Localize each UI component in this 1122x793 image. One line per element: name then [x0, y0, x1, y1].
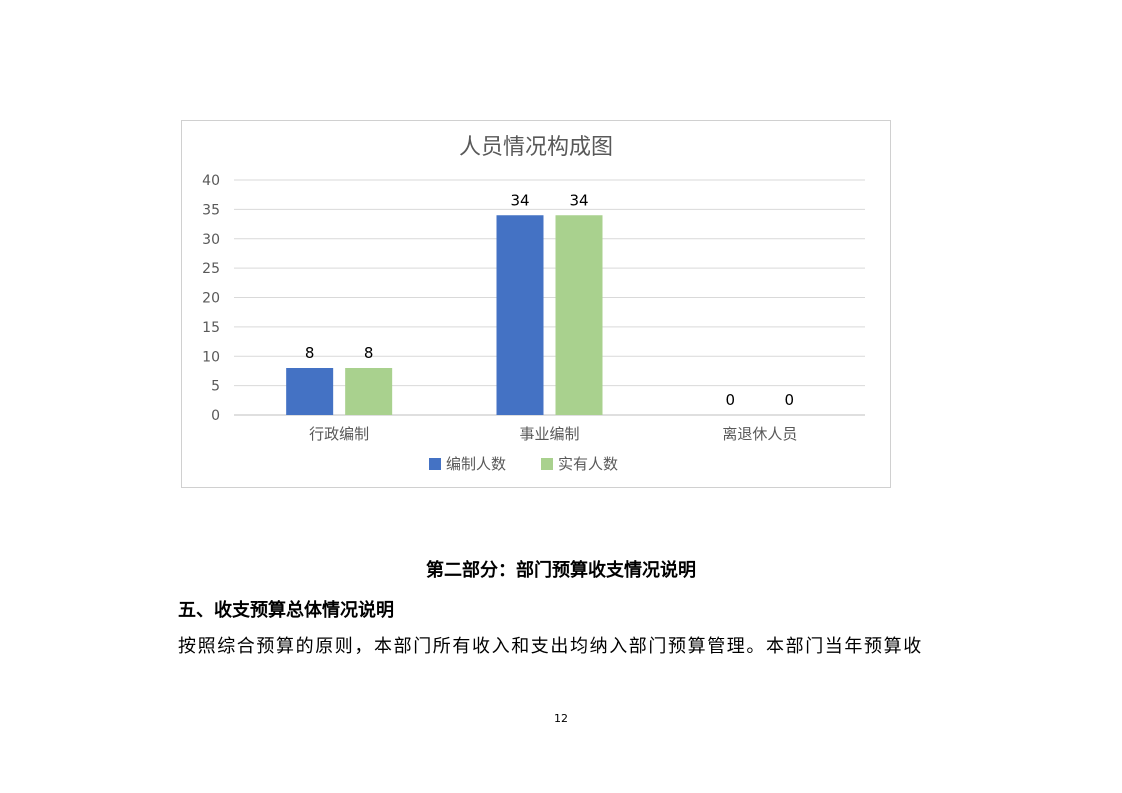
data-label: 0 — [785, 391, 795, 409]
legend-swatch — [429, 458, 441, 470]
chart-svg: 人员情况构成图 0 5 10 15 20 25 30 35 40 行政编制 8 8 事业编制 34 34 离退休… — [202, 135, 865, 473]
legend-label: 编制人数 — [446, 455, 506, 473]
y-tick-label: 25 — [202, 261, 220, 277]
bar — [286, 368, 334, 415]
y-tick-label: 15 — [202, 320, 220, 336]
y-tick-label: 10 — [202, 349, 220, 365]
legend-label: 实有人数 — [558, 455, 618, 473]
y-tick-label: 5 — [211, 379, 220, 395]
data-label: 34 — [569, 191, 588, 209]
x-tick-label: 事业编制 — [519, 425, 579, 443]
y-tick-label: 0 — [211, 408, 220, 424]
x-tick-label: 行政编制 — [309, 425, 369, 443]
page-number: 12 — [554, 712, 568, 725]
legend-swatch — [541, 458, 553, 470]
bar — [496, 215, 544, 415]
x-tick-label: 离退休人员 — [722, 425, 797, 443]
y-tick-label: 40 — [202, 173, 220, 189]
chart-title: 人员情况构成图 — [459, 135, 613, 160]
data-label: 0 — [726, 391, 736, 409]
y-tick-label: 20 — [202, 291, 220, 307]
bar — [345, 368, 393, 415]
y-tick-label: 35 — [202, 202, 220, 218]
data-label: 34 — [510, 191, 529, 209]
y-tick-label: 30 — [202, 232, 220, 248]
data-label: 8 — [305, 344, 315, 362]
bar — [555, 215, 603, 415]
paragraph: 按照综合预算的原则，本部门所有收入和支出均纳入部门预算管理。本部门当年预算收 — [178, 636, 923, 657]
data-label: 8 — [364, 344, 374, 362]
personnel-chart: 人员情况构成图 0 5 10 15 20 25 30 35 40 行政编制 8 8 事业编制 34 34 离退休… — [181, 120, 891, 488]
section-title: 第二部分：部门预算收支情况说明 — [426, 560, 696, 581]
heading: 五、收支预算总体情况说明 — [178, 600, 394, 621]
